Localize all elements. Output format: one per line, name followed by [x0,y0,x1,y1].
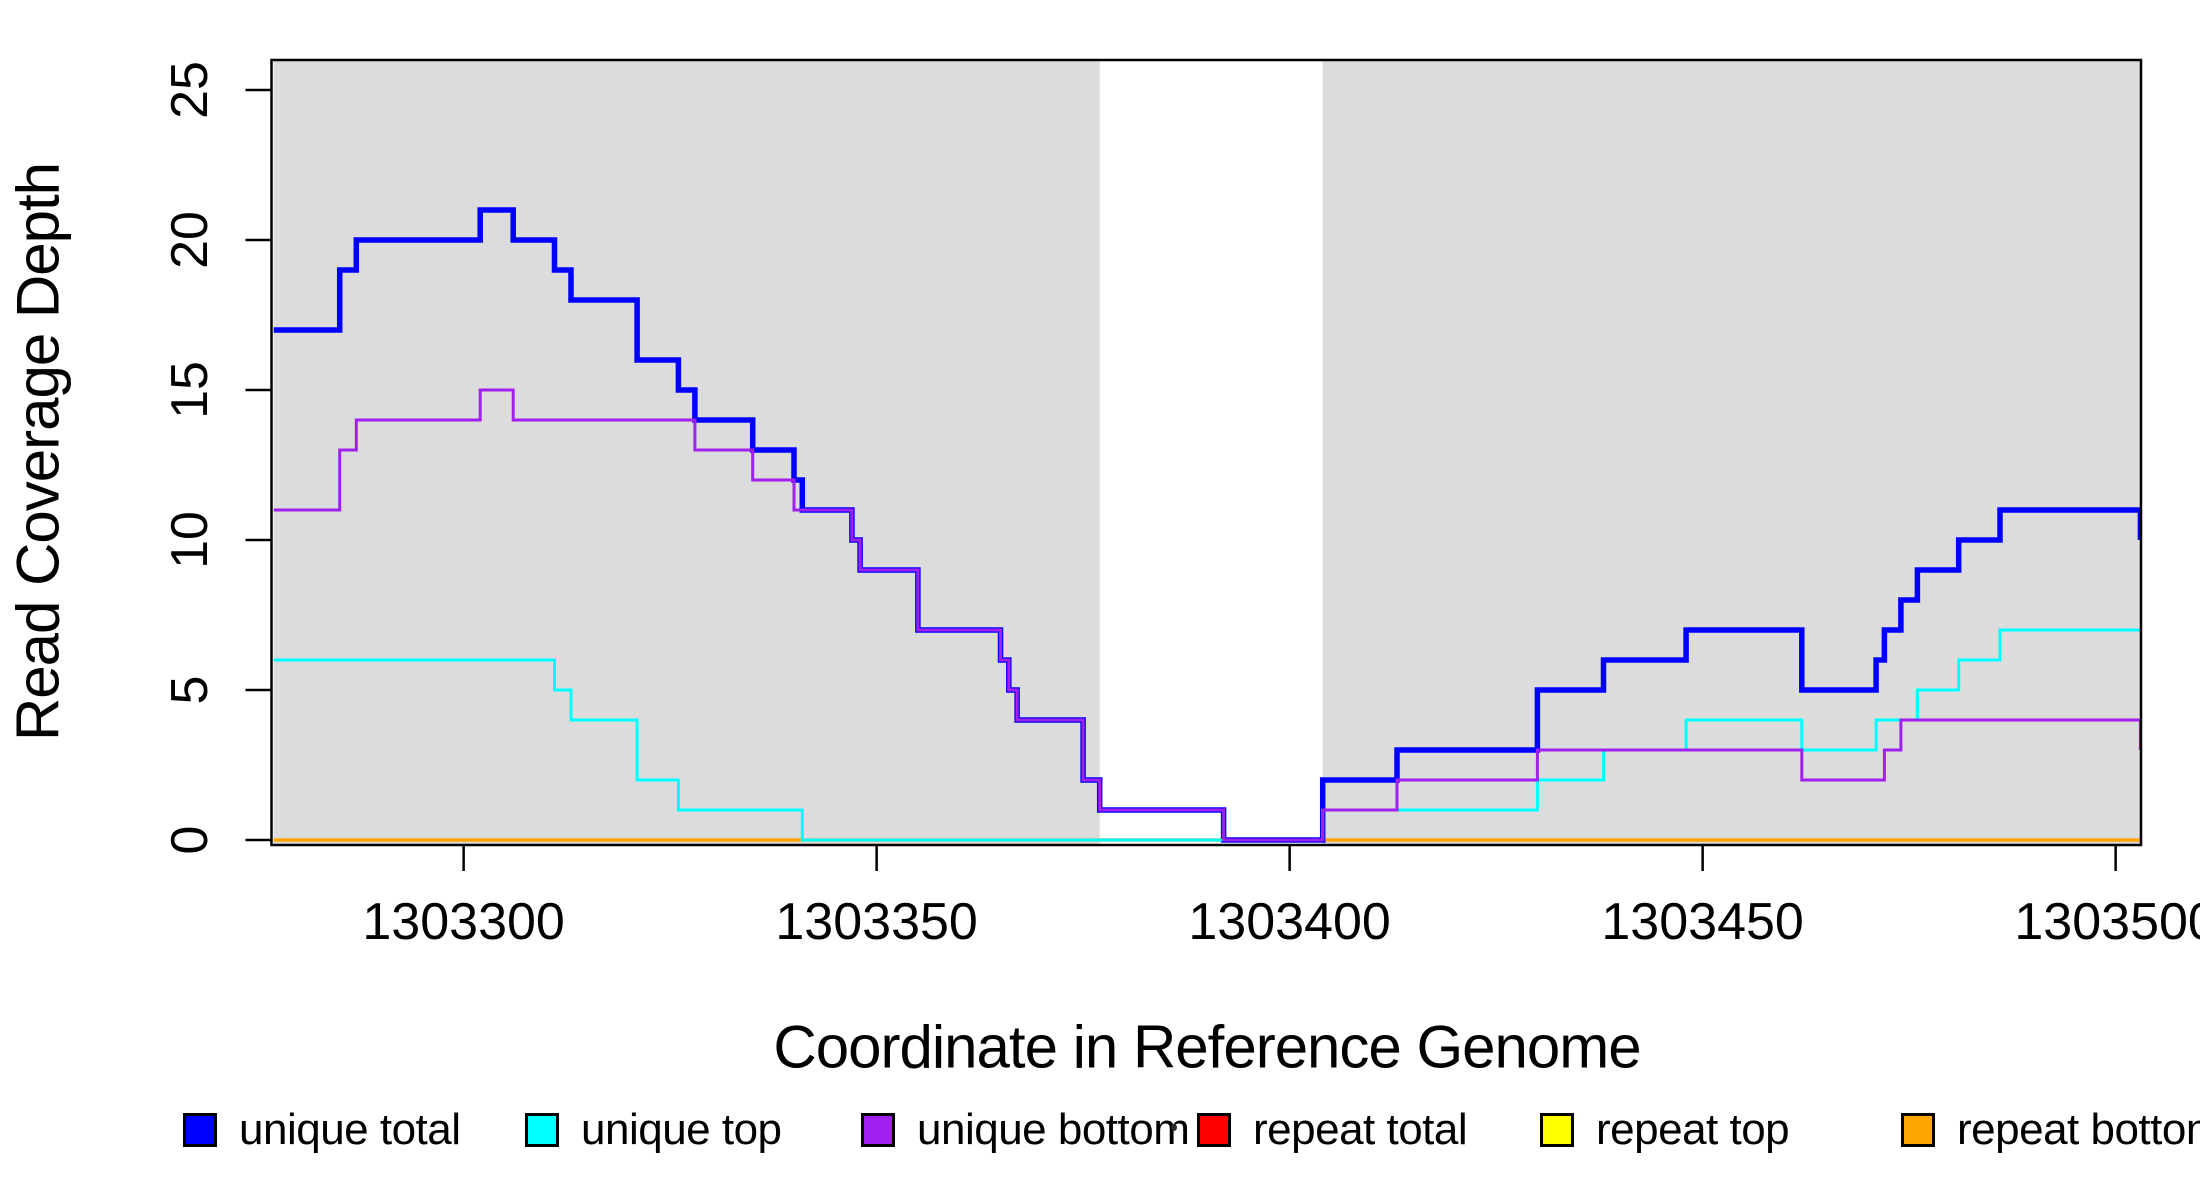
shaded-region [273,60,1100,845]
y-axis-title: Read Coverage Depth [4,162,72,742]
legend-item-unique-top: unique top [525,1105,782,1154]
repeat-top-swatch-icon [1540,1113,1574,1147]
x-tick-label: 1303400 [1188,893,1390,951]
x-tick-label: 1303300 [362,893,564,951]
legend-item-unique-bottom: unique bottom [861,1105,1190,1154]
x-tick-label: 1303500 [2014,893,2200,951]
unique-bottom-swatch-icon [861,1113,895,1147]
plot-box [270,58,2143,847]
legend-item-unique-total: unique total [183,1105,461,1154]
x-axis-title: Coordinate in Reference Genome [773,1013,1641,1081]
plot-area [273,60,2141,845]
x-tick-label: 1303350 [775,893,977,951]
y-tick-label: 5 [161,676,219,705]
y-tick-label: 20 [161,211,219,269]
stray-dot-artifact [1171,1124,1177,1131]
legend-label: repeat top [1596,1105,1790,1154]
y-tick-label: 0 [161,826,219,855]
legend-item-repeat-bottom: repeat bottom [1901,1105,2200,1154]
legend-item-repeat-total: repeat total [1197,1105,1468,1154]
y-tick-label: 15 [161,361,219,419]
y-tick-label: 10 [161,511,219,569]
unique-top-swatch-icon [525,1113,559,1147]
legend-label: unique total [239,1105,461,1154]
legend-label: unique top [581,1105,782,1154]
legend-item-repeat-top: repeat top [1540,1105,1790,1154]
repeat-bottom-swatch-icon [1901,1113,1935,1147]
series-unique-top [273,628,2141,842]
x-tick-label: 1303450 [1601,893,1803,951]
shaded-region [1322,60,2141,845]
unique-total-swatch-icon [183,1113,217,1147]
series-unique-bottom [273,388,2141,842]
repeat-total-swatch-icon [1197,1113,1231,1147]
legend-label: unique bottom [917,1105,1190,1154]
legend-label: repeat bottom [1957,1105,2200,1154]
y-tick-label: 25 [161,61,219,119]
legend-label: repeat total [1253,1105,1468,1154]
